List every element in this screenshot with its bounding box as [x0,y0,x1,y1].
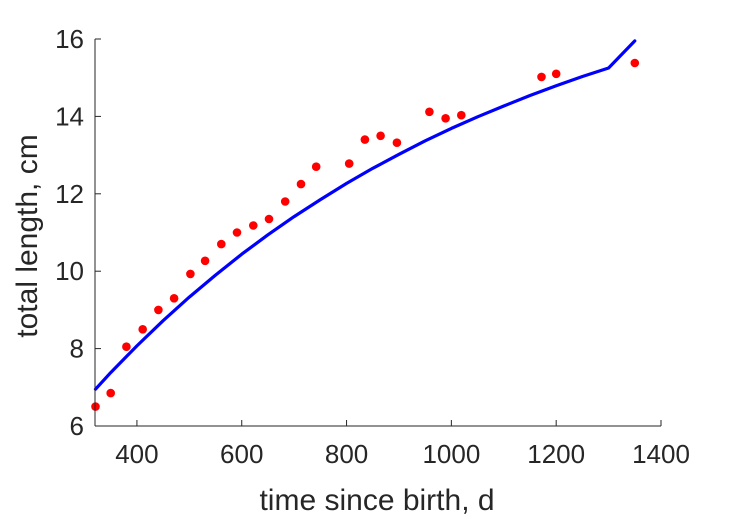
x-tick-label: 600 [220,439,263,469]
axes: 400 600 800 1000 1200 1400 6 8 10 12 14 16 [55,24,690,469]
data-point [360,135,370,144]
data-point [232,228,242,237]
x-tick-label: 800 [325,439,368,469]
data-point [154,305,163,315]
data-point [425,107,434,117]
data-point [217,239,226,249]
data-point [376,131,385,141]
x-tick-label: 400 [115,439,158,469]
y-tick-label: 16 [55,24,84,54]
data-point [138,325,147,334]
x-axis-label: time since birth, d [259,484,494,517]
data-point [630,58,640,68]
data-point [311,162,321,171]
plot-area [91,39,640,411]
data-point [106,388,115,398]
data-point [249,221,258,230]
y-tick-label: 10 [55,256,84,286]
data-point [186,269,195,279]
data-point [344,159,354,168]
x-tick-label: 1200 [527,439,585,469]
y-tick-label: 6 [70,411,84,441]
data-point [551,69,561,79]
x-tick-label: 1000 [422,439,480,469]
data-point [169,294,179,303]
y-tick-label: 14 [55,101,84,131]
data-point [122,342,131,352]
data-point [296,179,306,189]
y-tick-label: 12 [55,179,84,209]
fit-curve-line [93,39,637,391]
data-point [392,138,402,147]
y-tick-label: 8 [70,334,84,364]
data-point [280,197,290,206]
data-point [457,110,466,120]
data-point [200,256,210,266]
x-tick-label: 1400 [632,439,690,469]
data-point [441,114,450,123]
y-axis-label: total length, cm [11,134,44,337]
data-point [537,72,546,82]
data-point [264,214,274,224]
